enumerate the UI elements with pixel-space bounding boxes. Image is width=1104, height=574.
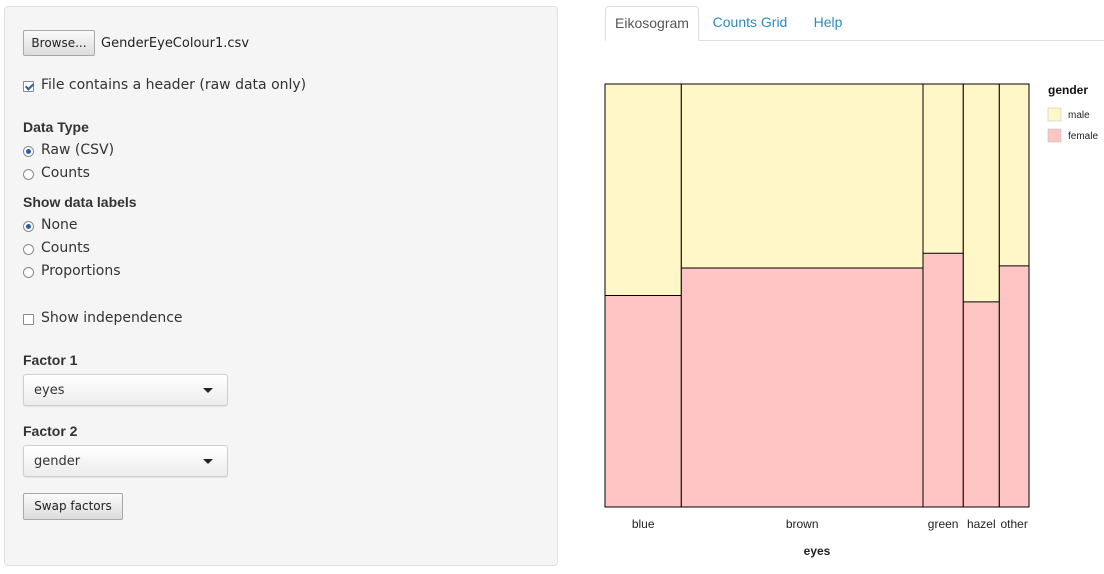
tick-label-green: green <box>928 517 959 531</box>
bar-female-other <box>999 265 1029 507</box>
radio-raw-csv-label: Raw (CSV) <box>41 142 115 158</box>
radio-labels-proportions-label: Proportions <box>41 263 121 279</box>
tick-label-blue: blue <box>632 517 655 531</box>
tick-label-brown: brown <box>786 517 819 531</box>
independence-checkbox-label: Show independence <box>41 310 183 326</box>
bar-female-blue <box>605 295 682 507</box>
header-checkbox[interactable] <box>23 81 34 92</box>
browse-button[interactable]: Browse... <box>23 30 95 56</box>
factor2-value: gender <box>34 454 81 469</box>
bar-male-hazel <box>963 84 1000 302</box>
factor1-title: Factor 1 <box>23 352 78 368</box>
eikosogram-chart: blue brown green hazel other eyes gender male fe… <box>604 83 1098 558</box>
bar-female-green <box>923 253 964 507</box>
bar-female-hazel <box>963 301 1000 507</box>
swap-factors-button[interactable]: Swap factors <box>23 493 123 520</box>
radio-labels-counts[interactable] <box>23 244 34 255</box>
factor2-select[interactable]: gender <box>23 445 228 477</box>
radio-labels-none-label: None <box>41 217 78 233</box>
radio-counts-type[interactable] <box>23 169 34 180</box>
bar-male-other <box>999 84 1029 266</box>
bar-female-brown <box>681 268 923 507</box>
x-axis-label: eyes <box>804 544 831 558</box>
tab-help[interactable]: Help <box>813 14 843 30</box>
legend-swatch-female <box>1047 128 1062 143</box>
show-labels-title: Show data labels <box>23 194 137 210</box>
factor1-value: eyes <box>34 383 65 398</box>
bar-male-green <box>923 84 964 254</box>
radio-labels-proportions[interactable] <box>23 267 34 278</box>
tab-bar-divider <box>605 40 1104 41</box>
factor2-title: Factor 2 <box>23 423 78 439</box>
bar-male-brown <box>681 84 923 269</box>
tab-eikosogram[interactable]: Eikosogram <box>605 6 699 41</box>
legend-title: gender <box>1048 83 1088 97</box>
tab-counts-grid[interactable]: Counts Grid <box>712 14 788 30</box>
tick-label-hazel: hazel <box>967 517 996 531</box>
file-name-label: GenderEyeColour1.csv <box>101 36 250 51</box>
factor1-select[interactable]: eyes <box>23 374 228 406</box>
legend-swatch-male <box>1047 107 1062 122</box>
legend-label-female: female <box>1068 131 1098 142</box>
chevron-down-icon <box>203 459 213 464</box>
input-panel: Browse... GenderEyeColour1.csv File cont… <box>4 6 558 566</box>
radio-labels-none[interactable] <box>23 221 34 232</box>
bar-male-blue <box>605 84 682 296</box>
independence-checkbox[interactable] <box>23 314 34 325</box>
column-outline-other <box>998 83 1030 508</box>
tick-label-other: other <box>1000 517 1027 531</box>
radio-counts-type-label: Counts <box>41 165 90 181</box>
legend-label-male: male <box>1068 110 1090 121</box>
radio-labels-counts-label: Counts <box>41 240 90 256</box>
data-type-title: Data Type <box>23 119 89 135</box>
header-checkbox-label: File contains a header (raw data only) <box>41 77 307 93</box>
chevron-down-icon <box>203 388 213 393</box>
radio-raw-csv[interactable] <box>23 146 34 157</box>
